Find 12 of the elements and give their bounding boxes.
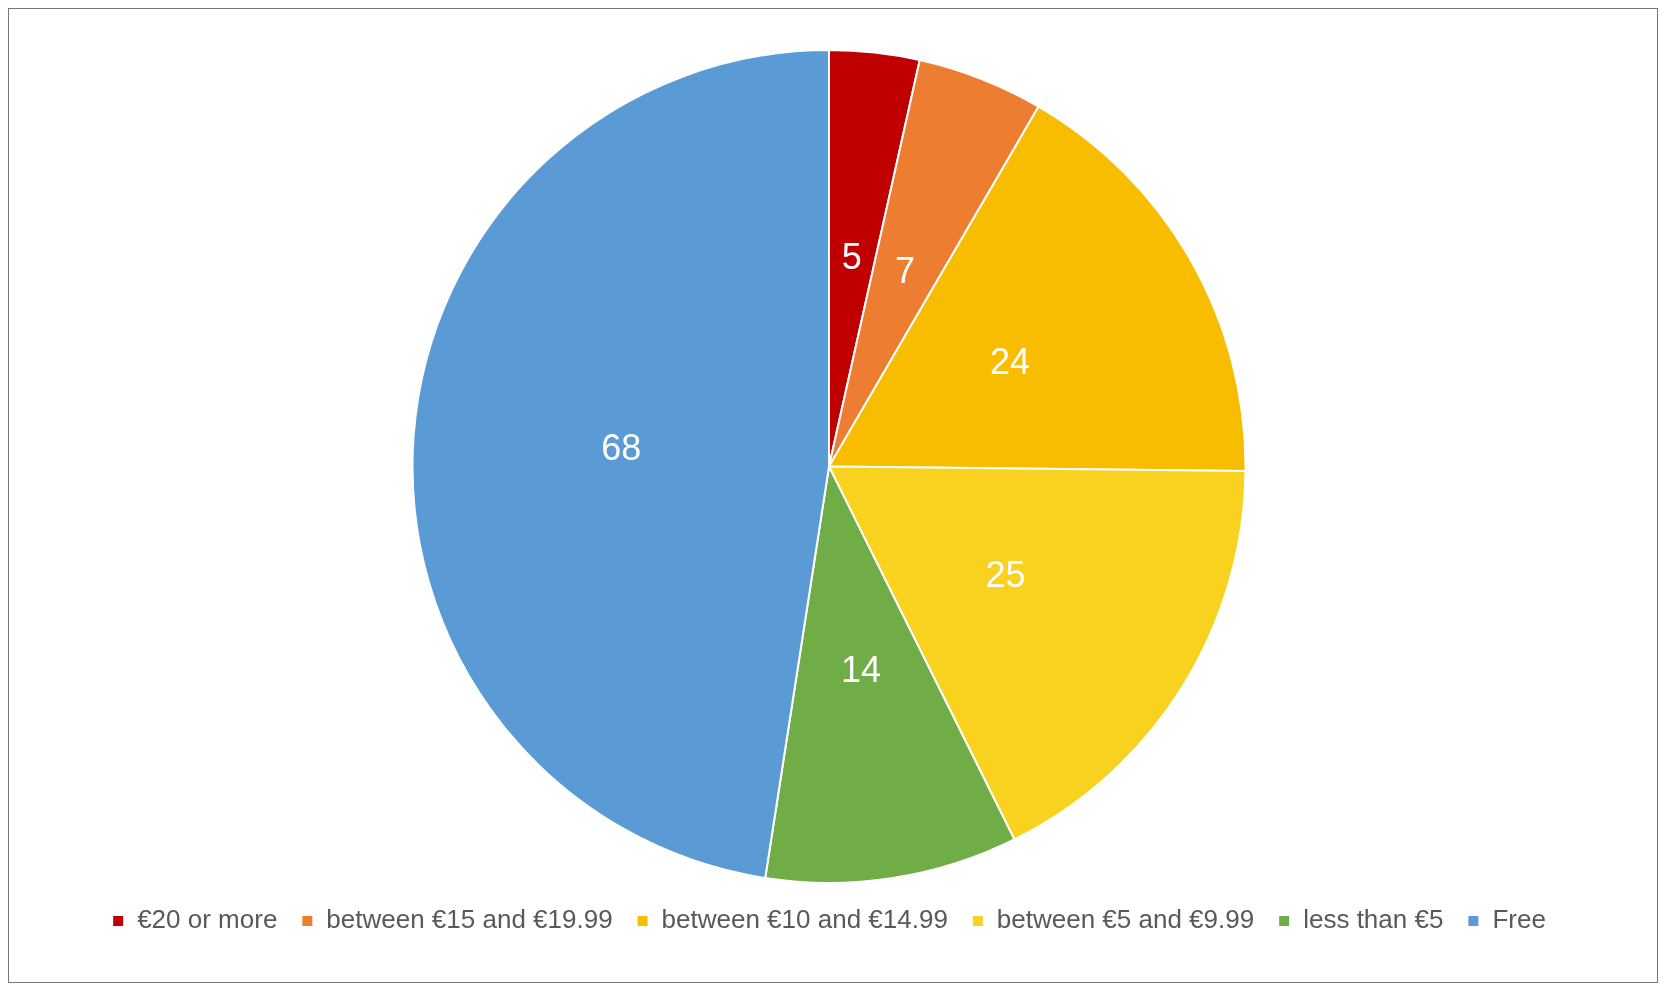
- data-label: 14: [840, 649, 881, 691]
- data-label: 68: [601, 427, 642, 469]
- legend-label: between €5 and €9.99: [996, 904, 1255, 935]
- legend-label: between €15 and €19.99: [326, 904, 613, 935]
- data-label: 5: [841, 236, 862, 278]
- data-label: 7: [894, 249, 915, 291]
- legend-label: Free: [1492, 904, 1546, 935]
- legend-label: between €10 and €14.99: [661, 904, 948, 935]
- data-label: 24: [990, 340, 1031, 382]
- legend-label: less than €5: [1303, 904, 1444, 935]
- data-label: 25: [985, 554, 1026, 596]
- legend-label: €20 or more: [137, 904, 278, 935]
